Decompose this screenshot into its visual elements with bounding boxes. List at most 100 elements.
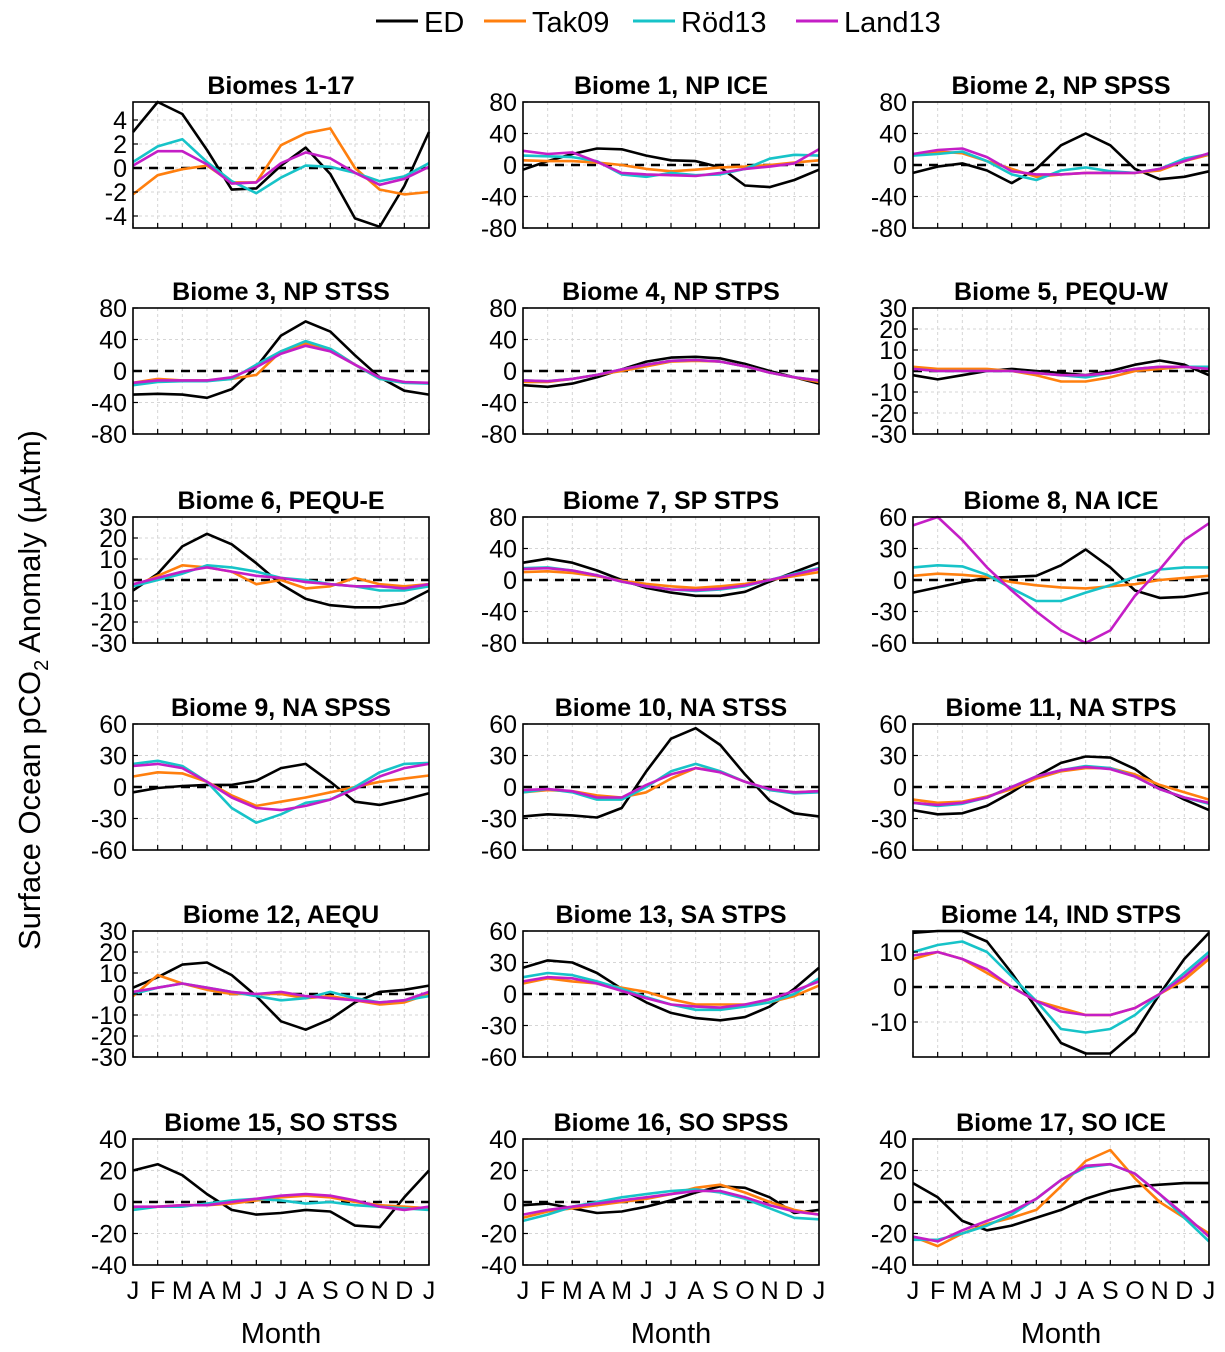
y-tick-label: -40 <box>871 1252 907 1280</box>
y-tick-label: 30 <box>879 536 907 564</box>
series-line-ed <box>132 961 430 1031</box>
y-tick-label: -30 <box>871 806 907 834</box>
x-tick-label: J <box>1055 1277 1068 1305</box>
y-tick-label: 0 <box>113 981 127 1009</box>
y-tick-label: -10 <box>91 588 127 616</box>
x-tick-label: A <box>199 1277 216 1305</box>
series-line-land13 <box>522 1189 820 1216</box>
series-line-ed <box>912 548 1210 600</box>
y-tick-label: -60 <box>871 630 907 658</box>
panel-title: Biome 5, PEQU-W <box>954 278 1168 306</box>
panel-title: Biome 1, NP ICE <box>574 72 768 100</box>
x-tick-label: N <box>1151 1277 1169 1305</box>
y-tick-label: 0 <box>893 358 907 386</box>
x-tick-label: J <box>1030 1277 1043 1305</box>
x-tick-label: S <box>322 1277 339 1305</box>
x-tick-label: M <box>562 1277 583 1305</box>
panel-title: Biome 12, AEQU <box>183 901 379 929</box>
panel-8: -80 -40 0 40 80 Biome 7, SP STPS <box>481 487 820 658</box>
y-tick-label: -40 <box>481 390 517 418</box>
x-tick-label: J <box>250 1277 263 1305</box>
y-tick-label: 40 <box>99 327 127 355</box>
y-tick-label: -80 <box>481 630 517 658</box>
x-tick-label: A <box>589 1277 606 1305</box>
y-tick-label: 0 <box>113 155 127 183</box>
x-tick-label: M <box>172 1277 193 1305</box>
y-tick-label: -30 <box>871 599 907 627</box>
y-tick-label: -60 <box>481 1044 517 1072</box>
y-tick-label: 0 <box>113 774 127 802</box>
y-tick-label: -20 <box>91 609 127 637</box>
x-tick-label: A <box>687 1277 704 1305</box>
y-tick-label: -40 <box>871 184 907 212</box>
panel-title: Biome 3, NP STSS <box>172 278 390 306</box>
series-line-ed <box>132 762 430 807</box>
panel-title: Biome 10, NA STSS <box>555 694 787 722</box>
x-tick-label: J <box>423 1277 436 1305</box>
y-tick-label: 60 <box>879 504 907 532</box>
series-line-ed <box>522 147 820 189</box>
y-tick-label: 80 <box>489 89 517 117</box>
series-line-land13 <box>132 149 430 187</box>
x-tick-label: M <box>611 1277 632 1305</box>
y-tick-label: 0 <box>113 1189 127 1217</box>
panel-5: -80 -40 0 40 80 Biome 4, NP STPS <box>481 278 820 449</box>
y-tick-label: 20 <box>879 1158 907 1186</box>
x-tick-label: M <box>221 1277 242 1305</box>
x-tick-label: A <box>979 1277 996 1305</box>
series-line-tak09 <box>912 572 1210 590</box>
y-tick-label: 20 <box>99 1158 127 1186</box>
y-axis-label-subscript: 2 <box>31 660 53 671</box>
y-tick-label: 60 <box>489 711 517 739</box>
y-tick-label: 30 <box>489 743 517 771</box>
x-tick-label: O <box>735 1277 754 1305</box>
panel-title: Biome 17, SO ICE <box>956 1109 1166 1137</box>
y-tick-label: 30 <box>99 743 127 771</box>
y-tick-label: 30 <box>879 743 907 771</box>
y-tick-label: -40 <box>481 599 517 627</box>
y-tick-label: 2 <box>113 131 127 159</box>
series-line-ed <box>522 959 820 1022</box>
series-line-ed <box>912 359 1210 381</box>
series-line-land13 <box>132 982 430 1004</box>
panel-10: -60 -30 0 30 60 Biome 9, NA SPSS <box>91 694 430 865</box>
y-tick-label: 60 <box>879 711 907 739</box>
series-line-röd13 <box>132 759 430 825</box>
series-line-tak09 <box>132 563 430 590</box>
y-tick-label: 40 <box>489 1126 517 1154</box>
panel-3: -80 -40 0 40 80 Biome 2, NP SPSS <box>871 72 1210 243</box>
panel-9: -60 -30 0 30 60 Biome 8, NA ICE <box>871 487 1210 658</box>
y-tick-label: -80 <box>91 421 127 449</box>
x-tick-label: J <box>665 1277 678 1305</box>
y-tick-label: 80 <box>489 504 517 532</box>
series-line-tak09 <box>132 770 430 808</box>
x-tick-label: F <box>930 1277 945 1305</box>
x-axis-label: Month <box>1021 1318 1102 1347</box>
x-tick-label: M <box>952 1277 973 1305</box>
y-axis-label: Surface Ocean pCO2 Anomaly (µAtm) <box>12 430 53 950</box>
y-tick-label: 80 <box>489 295 517 323</box>
y-tick-label: 0 <box>503 774 517 802</box>
series-line-ed <box>912 755 1210 816</box>
y-tick-label: 0 <box>893 152 907 180</box>
series-line-tak09 <box>132 127 430 196</box>
x-tick-label: M <box>1001 1277 1022 1305</box>
y-tick-label: 80 <box>879 89 907 117</box>
y-tick-label: 0 <box>113 358 127 386</box>
y-tick-label: -10 <box>871 379 907 407</box>
y-tick-label: -10 <box>91 1002 127 1030</box>
panel-title: Biome 11, NA STPS <box>945 694 1176 722</box>
y-tick-label: -40 <box>91 1252 127 1280</box>
series-line-ed <box>522 726 820 819</box>
y-tick-label: 40 <box>489 121 517 149</box>
x-tick-label: J <box>907 1277 920 1305</box>
y-tick-label: -60 <box>481 837 517 865</box>
y-tick-label: -4 <box>105 203 127 231</box>
x-tick-label: D <box>1175 1277 1193 1305</box>
